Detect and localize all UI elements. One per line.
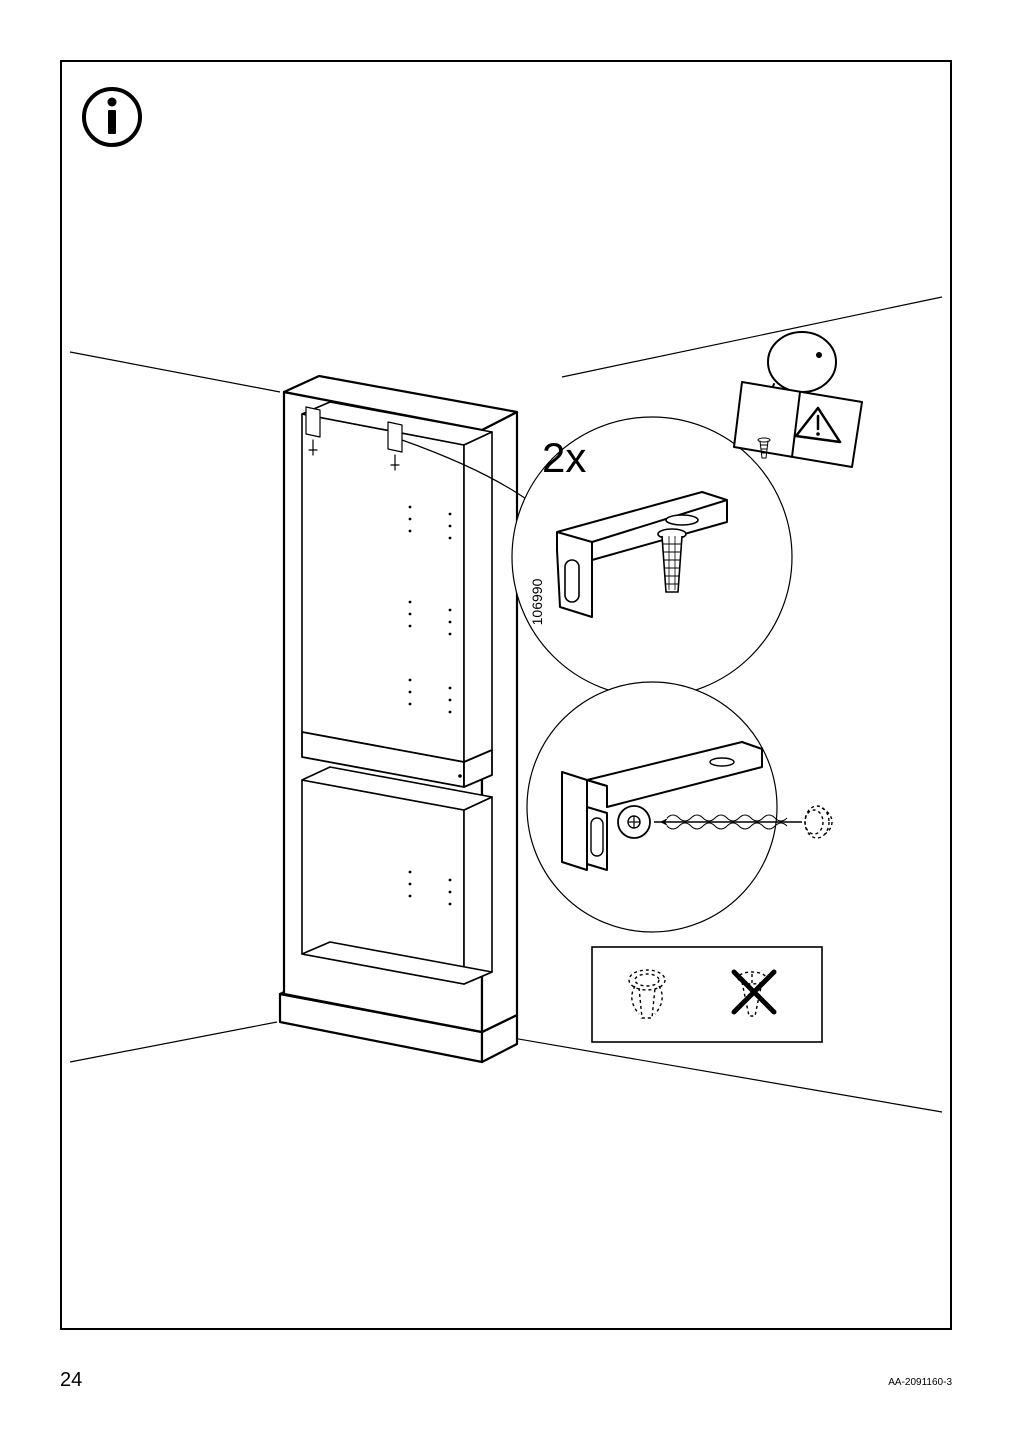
- hardware-advice-box: [592, 947, 822, 1042]
- page-number: 24: [60, 1369, 82, 1392]
- page: 106990: [0, 0, 1012, 1432]
- illustration: 106990: [62, 62, 954, 1332]
- multiplier-label: 2x: [542, 434, 586, 481]
- person-reading-icon: [734, 332, 862, 467]
- part-number-label: 106990: [529, 578, 545, 625]
- document-id: AA-2091160-3: [888, 1377, 952, 1388]
- cabinet: [280, 376, 517, 1062]
- info-icon: [84, 89, 140, 145]
- callout-bracket-install: [527, 682, 832, 932]
- content-frame: 106990: [60, 60, 952, 1330]
